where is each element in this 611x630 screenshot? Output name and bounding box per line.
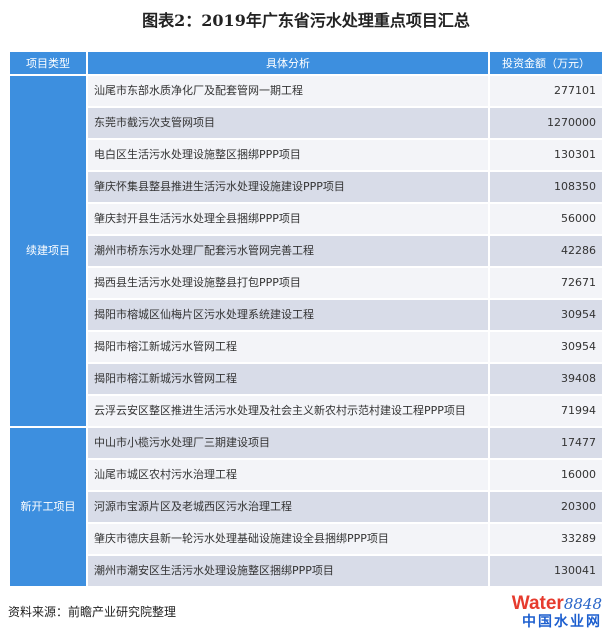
amount-cell: 39408	[490, 364, 602, 396]
table-row: 汕尾市城区农村污水治理工程 16000	[10, 460, 602, 492]
amount-cell: 1270000	[490, 108, 602, 140]
amount-cell: 71994	[490, 396, 602, 428]
table-row: 揭阳市榕江新城污水管网工程 39408	[10, 364, 602, 396]
amount-cell: 16000	[490, 460, 602, 492]
logo-number: 8848	[563, 595, 602, 613]
amount-cell: 108350	[490, 172, 602, 204]
table-row: 肇庆怀集县整县推进生活污水处理设施建设PPP项目 108350	[10, 172, 602, 204]
page-title: 图表2：2019年广东省污水处理重点项目汇总	[142, 11, 470, 30]
project-desc-cell: 电白区生活污水处理设施整区捆绑PPP项目	[88, 140, 488, 172]
project-desc-cell: 揭阳市榕江新城污水管网工程	[88, 332, 488, 364]
project-type-cell: 续建项目	[10, 76, 86, 428]
amount-cell: 20300	[490, 492, 602, 524]
header-type: 项目类型	[10, 52, 86, 76]
table-row: 揭阳市榕城区仙梅片区污水处理系统建设工程 30954	[10, 300, 602, 332]
project-type-cell: 新开工项目	[10, 428, 86, 588]
amount-cell: 277101	[490, 76, 602, 108]
project-desc-cell: 东莞市截污次支管网项目	[88, 108, 488, 140]
amount-cell: 130301	[490, 140, 602, 172]
project-desc-cell: 中山市小榄污水处理厂三期建设项目	[88, 428, 488, 460]
header-desc: 具体分析	[88, 52, 488, 76]
amount-cell: 42286	[490, 236, 602, 268]
project-desc-cell: 揭阳市榕城区仙梅片区污水处理系统建设工程	[88, 300, 488, 332]
amount-cell: 56000	[490, 204, 602, 236]
project-desc-cell: 肇庆封开县生活污水处理全县捆绑PPP项目	[88, 204, 488, 236]
logo-cn: 中国水业网	[522, 613, 602, 630]
table-row: 云浮云安区整区推进生活污水处理及社会主义新农村示范村建设工程PPP项目 71994	[10, 396, 602, 428]
project-desc-cell: 揭阳市榕江新城污水管网工程	[88, 364, 488, 396]
project-desc-cell: 揭西县生活污水处理设施整县打包PPP项目	[88, 268, 488, 300]
amount-cell: 130041	[490, 556, 602, 588]
project-desc-cell: 潮州市潮安区生活污水处理设施整区捆绑PPP项目	[88, 556, 488, 588]
project-desc-cell: 河源市宝源片区及老城西区污水治理工程	[88, 492, 488, 524]
project-desc-cell: 肇庆怀集县整县推进生活污水处理设施建设PPP项目	[88, 172, 488, 204]
project-desc-cell: 汕尾市城区农村污水治理工程	[88, 460, 488, 492]
project-desc-cell: 云浮云安区整区推进生活污水处理及社会主义新农村示范村建设工程PPP项目	[88, 396, 488, 428]
table-row: 揭西县生活污水处理设施整县打包PPP项目 72671	[10, 268, 602, 300]
table-row: 东莞市截污次支管网项目 1270000	[10, 108, 602, 140]
table-header: 项目类型 具体分析 投资金额（万元）	[10, 52, 602, 76]
amount-cell: 17477	[490, 428, 602, 460]
table-row: 肇庆封开县生活污水处理全县捆绑PPP项目 56000	[10, 204, 602, 236]
project-desc-cell: 肇庆市德庆县新一轮污水处理基础设施建设全县捆绑PPP项目	[88, 524, 488, 556]
amount-cell: 72671	[490, 268, 602, 300]
logo-top: Water8848	[511, 593, 602, 615]
table-row: 潮州市桥东污水处理厂配套污水管网完善工程 42286	[10, 236, 602, 268]
table-row: 续建项目 汕尾市东部水质净化厂及配套管网一期工程 277101	[10, 76, 602, 428]
footer: 资料来源：前瞻产业研究院整理 Water8848 中国水业网	[8, 593, 604, 630]
table-row: 潮州市潮安区生活污水处理设施整区捆绑PPP项目 130041	[10, 556, 602, 588]
projects-table: 项目类型 具体分析 投资金额（万元） 续建项目 汕尾市东部水质净化厂及配套管网一期…	[8, 52, 604, 588]
water8848-logo: Water8848 中国水业网	[511, 593, 602, 630]
source-note: 资料来源：前瞻产业研究院整理	[8, 605, 177, 620]
logo-word: Water	[511, 593, 564, 614]
table-row: 肇庆市德庆县新一轮污水处理基础设施建设全县捆绑PPP项目 33289	[10, 524, 602, 556]
table-row: 河源市宝源片区及老城西区污水治理工程 20300	[10, 492, 602, 524]
amount-cell: 30954	[490, 332, 602, 364]
amount-cell: 33289	[490, 524, 602, 556]
project-desc-cell: 潮州市桥东污水处理厂配套污水管网完善工程	[88, 236, 488, 268]
project-desc-cell: 汕尾市东部水质净化厂及配套管网一期工程	[88, 76, 488, 108]
header-amount: 投资金额（万元）	[490, 52, 602, 76]
amount-cell: 30954	[490, 300, 602, 332]
table-row: 新开工项目 中山市小榄污水处理厂三期建设项目 17477	[10, 428, 602, 588]
table-row: 揭阳市榕江新城污水管网工程 30954	[10, 332, 602, 364]
table-row: 电白区生活污水处理设施整区捆绑PPP项目 130301	[10, 140, 602, 172]
